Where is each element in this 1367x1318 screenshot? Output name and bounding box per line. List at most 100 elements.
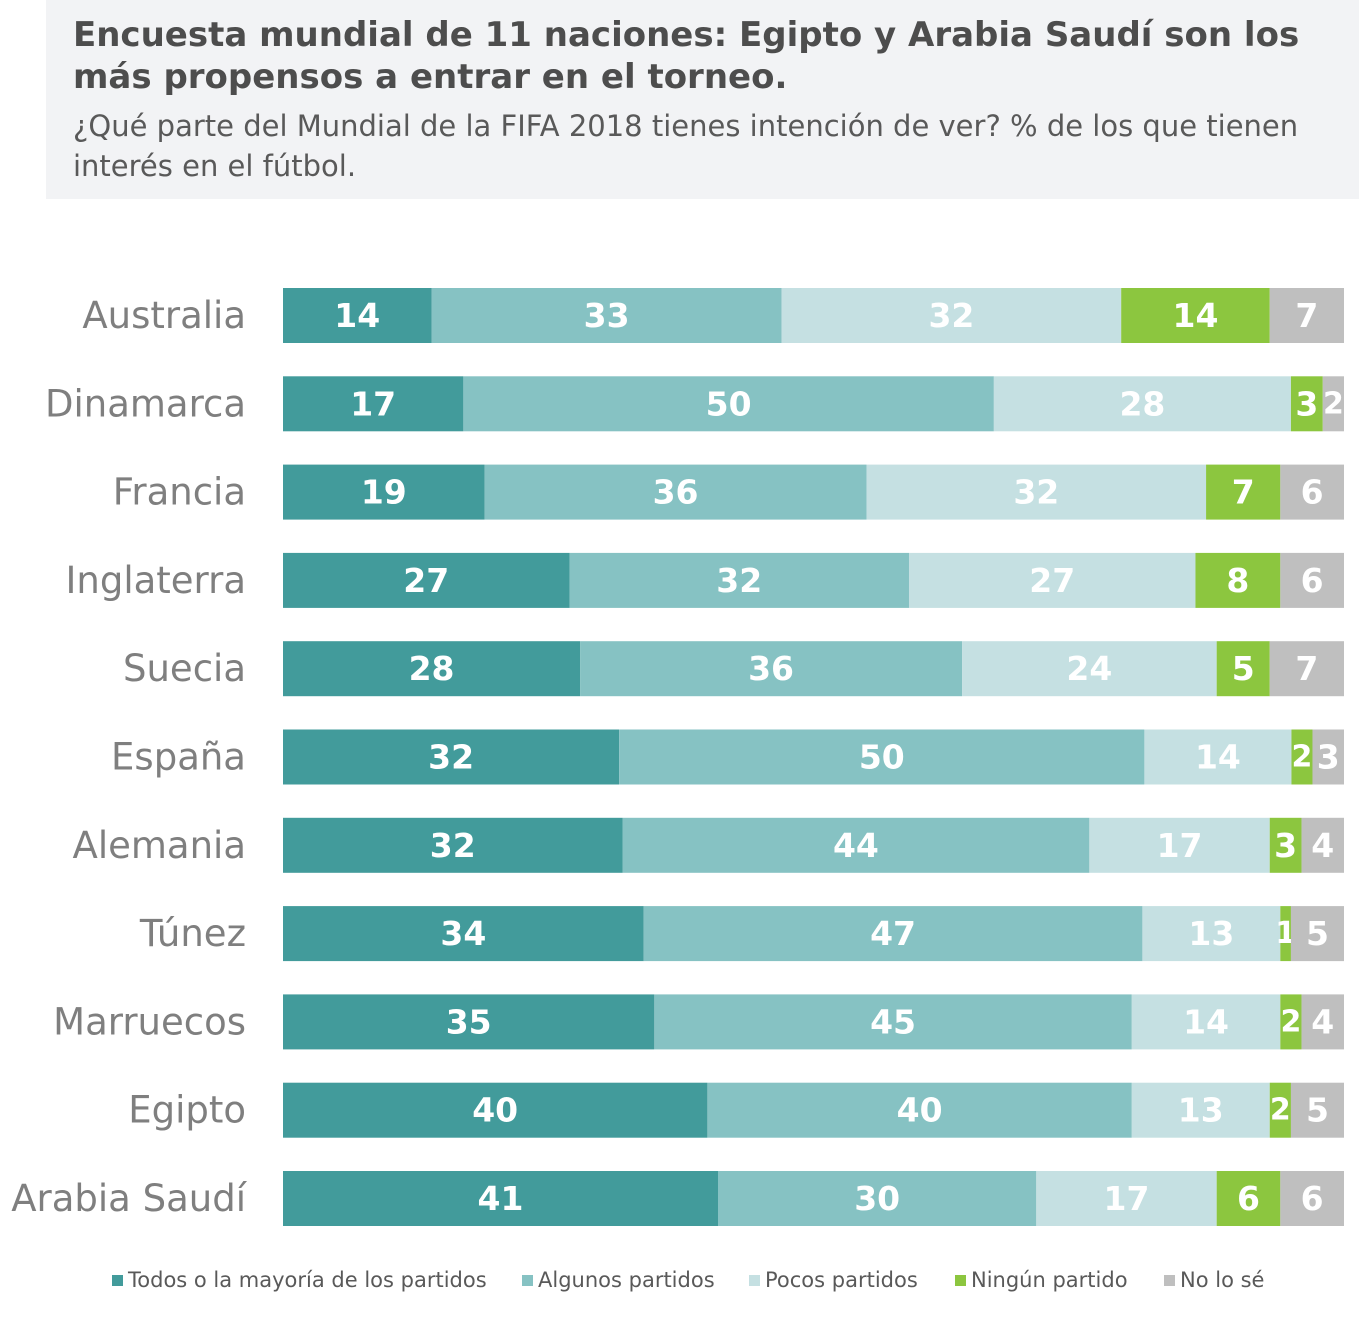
bar-dinamarca-todos-o-la-mayoria-de-los-partidos — [283, 376, 464, 432]
category-label-egipto: Egipto — [128, 1089, 246, 1132]
data-label-egipto-todos-o-la-mayoria-de-los-partidos: 40 — [472, 1091, 518, 1130]
data-label-dinamarca-todos-o-la-mayoria-de-los-partidos: 17 — [350, 384, 396, 423]
category-label-francia: Francia — [113, 471, 246, 514]
legend-label: Algunos partidos — [538, 1268, 715, 1292]
data-label-tunez-ningun-partido: 1 — [1275, 916, 1296, 951]
category-label-alemania: Alemania — [73, 824, 246, 867]
bar-francia-todos-o-la-mayoria-de-los-partidos — [283, 464, 485, 520]
legend-item-todos-o-la-mayoria-de-los-partidos: Todos o la mayoría de los partidos — [112, 1268, 487, 1292]
data-label-dinamarca-algunos-partidos: 50 — [706, 384, 752, 423]
bar-australia-pocos-partidos — [781, 288, 1122, 343]
legend-item-algunos-partidos: Algunos partidos — [522, 1268, 715, 1292]
legend-swatch — [955, 1274, 966, 1286]
bar-espana-pocos-partidos — [1144, 729, 1292, 785]
bar-alemania-algunos-partidos — [622, 817, 1090, 873]
bar-egipto-pocos-partidos — [1131, 1082, 1270, 1138]
bar-suecia-todos-o-la-mayoria-de-los-partidos — [283, 641, 581, 697]
data-label-australia-todos-o-la-mayoria-de-los-partidos: 14 — [334, 296, 380, 335]
data-label-arabia-saudi-ningun-partido: 6 — [1237, 1179, 1260, 1218]
bar-inglaterra-no-lo-se — [1280, 552, 1344, 608]
legend-label: Ningún partido — [971, 1268, 1128, 1292]
bar-espana-ningun-partido — [1291, 729, 1313, 785]
chart-subtitle: ¿Qué parte del Mundial de la FIFA 2018 t… — [73, 109, 1299, 183]
data-label-egipto-no-lo-se: 5 — [1306, 1091, 1329, 1130]
legend-label: Pocos partidos — [765, 1268, 918, 1292]
chart-title: Encuesta mundial de 11 naciones: Egipto … — [73, 15, 1300, 97]
legend-swatch — [112, 1274, 123, 1286]
bar-australia-ningun-partido — [1121, 288, 1270, 343]
data-label-alemania-pocos-partidos: 17 — [1157, 826, 1203, 865]
category-label-tunez: Túnez — [139, 912, 246, 955]
data-label-dinamarca-no-lo-se: 2 — [1323, 386, 1344, 421]
bar-tunez-no-lo-se — [1290, 906, 1344, 962]
category-label-espana: España — [111, 736, 246, 779]
category-label-inglaterra: Inglaterra — [65, 559, 246, 602]
data-label-alemania-todos-o-la-mayoria-de-los-partidos: 32 — [430, 826, 476, 865]
data-label-tunez-pocos-partidos: 13 — [1188, 914, 1234, 953]
data-label-inglaterra-ningun-partido: 8 — [1226, 561, 1249, 600]
bar-marruecos-pocos-partidos — [1131, 994, 1281, 1050]
data-label-inglaterra-no-lo-se: 6 — [1301, 561, 1324, 600]
category-label-australia: Australia — [82, 294, 246, 337]
data-label-inglaterra-todos-o-la-mayoria-de-los-partidos: 27 — [403, 561, 449, 600]
data-label-espana-algunos-partidos: 50 — [859, 738, 905, 777]
data-label-australia-ningun-partido: 14 — [1172, 296, 1218, 335]
bar-australia-algunos-partidos — [431, 288, 782, 343]
data-label-marruecos-ningun-partido: 2 — [1281, 1004, 1302, 1039]
bar-suecia-pocos-partidos — [962, 641, 1217, 697]
data-label-inglaterra-pocos-partidos: 27 — [1029, 561, 1075, 600]
data-label-espana-todos-o-la-mayoria-de-los-partidos: 32 — [428, 738, 474, 777]
bar-alemania-pocos-partidos — [1089, 817, 1270, 873]
data-label-francia-todos-o-la-mayoria-de-los-partidos: 19 — [361, 473, 407, 512]
category-label-suecia: Suecia — [123, 647, 246, 690]
data-label-egipto-pocos-partidos: 13 — [1178, 1091, 1224, 1130]
category-label-dinamarca: Dinamarca — [45, 382, 246, 425]
bar-arabia-saudi-algunos-partidos — [718, 1171, 1037, 1226]
data-label-arabia-saudi-algunos-partidos: 30 — [854, 1179, 900, 1218]
bar-tunez-ningun-partido — [1280, 906, 1291, 962]
legend-label: Todos o la mayoría de los partidos — [128, 1268, 487, 1292]
legend: Todos o la mayoría de los partidos Alguno… — [0, 1268, 1367, 1304]
data-label-arabia-saudi-todos-o-la-mayoria-de-los-partidos: 41 — [478, 1179, 524, 1218]
bar-arabia-saudi-no-lo-se — [1280, 1171, 1344, 1226]
legend-item-ningun-partido: Ningún partido — [955, 1268, 1128, 1292]
data-label-tunez-no-lo-se: 5 — [1306, 914, 1329, 953]
data-label-dinamarca-ningun-partido: 3 — [1295, 384, 1318, 423]
bar-francia-pocos-partidos — [866, 464, 1207, 520]
data-label-dinamarca-pocos-partidos: 28 — [1119, 384, 1165, 423]
bar-espana-todos-o-la-mayoria-de-los-partidos — [283, 729, 620, 785]
bar-australia-no-lo-se — [1269, 288, 1344, 343]
data-label-alemania-algunos-partidos: 44 — [833, 826, 879, 865]
bar-francia-ningun-partido — [1206, 464, 1281, 520]
data-label-espana-ningun-partido: 2 — [1292, 740, 1313, 775]
bar-marruecos-no-lo-se — [1301, 994, 1344, 1050]
data-label-suecia-no-lo-se: 7 — [1295, 649, 1318, 688]
bar-marruecos-algunos-partidos — [654, 994, 1132, 1050]
data-label-espana-pocos-partidos: 14 — [1195, 738, 1241, 777]
data-label-alemania-ningun-partido: 3 — [1274, 826, 1297, 865]
bar-inglaterra-todos-o-la-mayoria-de-los-partidos — [283, 552, 570, 608]
data-label-francia-no-lo-se: 6 — [1301, 473, 1324, 512]
bar-tunez-todos-o-la-mayoria-de-los-partidos — [283, 906, 644, 962]
legend-swatch — [1164, 1274, 1175, 1286]
data-label-australia-pocos-partidos: 32 — [928, 296, 974, 335]
data-label-marruecos-no-lo-se: 4 — [1311, 1002, 1334, 1041]
data-label-suecia-ningun-partido: 5 — [1232, 649, 1255, 688]
data-label-arabia-saudi-no-lo-se: 6 — [1301, 1179, 1324, 1218]
data-label-egipto-algunos-partidos: 40 — [897, 1091, 943, 1130]
bar-inglaterra-algunos-partidos — [569, 552, 909, 608]
bar-arabia-saudi-ningun-partido — [1216, 1171, 1281, 1226]
data-label-marruecos-pocos-partidos: 14 — [1183, 1002, 1229, 1041]
bar-arabia-saudi-todos-o-la-mayoria-de-los-partidos — [283, 1171, 719, 1226]
data-label-suecia-todos-o-la-mayoria-de-los-partidos: 28 — [409, 649, 455, 688]
bar-alemania-no-lo-se — [1301, 817, 1344, 873]
header: Encuesta mundial de 11 naciones: Egipto … — [46, 0, 1359, 199]
bar-alemania-ningun-partido — [1269, 817, 1302, 873]
data-label-francia-algunos-partidos: 36 — [653, 473, 699, 512]
bar-dinamarca-no-lo-se — [1322, 376, 1344, 432]
data-label-francia-pocos-partidos: 32 — [1013, 473, 1059, 512]
bar-australia-todos-o-la-mayoria-de-los-partidos — [283, 288, 432, 343]
data-label-suecia-pocos-partidos: 24 — [1066, 649, 1112, 688]
data-label-tunez-algunos-partidos: 47 — [870, 914, 916, 953]
